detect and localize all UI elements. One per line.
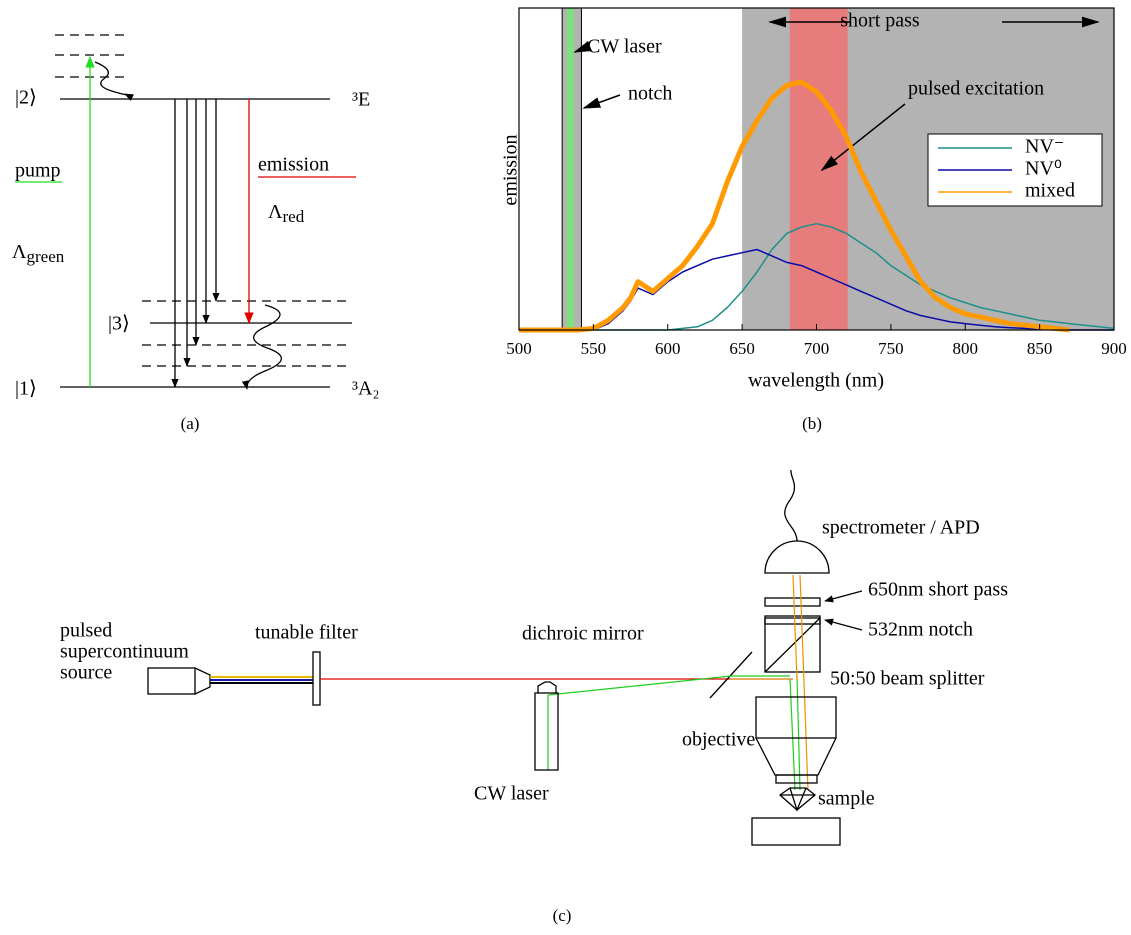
- state-label: ³A₂: [352, 378, 379, 400]
- level-label: |2⟩: [15, 87, 37, 109]
- x-axis-label: wavelength (nm): [748, 370, 884, 392]
- symbol: Λ: [12, 241, 27, 263]
- legend-label: mixed: [1025, 180, 1075, 202]
- sample-label: sample: [818, 788, 875, 810]
- x-tick-label: 600: [655, 339, 681, 358]
- x-tick-label: 750: [878, 339, 904, 358]
- level-label: |1⟩: [15, 378, 37, 400]
- subscript: red: [283, 207, 305, 226]
- x-tick-label: 550: [581, 339, 607, 358]
- pump-label: pump: [15, 160, 61, 182]
- emission-rate: Λred: [268, 201, 305, 226]
- filter-label: tunable filter: [255, 622, 358, 644]
- source-label: pulsed: [60, 620, 112, 642]
- emission-label: emission: [258, 154, 329, 176]
- y-axis-label: emission: [500, 134, 522, 205]
- short-pass-label: 650nm short pass: [868, 579, 1008, 601]
- setup-diagram: pulsed supercontinuum source tunable fil…: [60, 469, 1008, 925]
- splitter-label: 50:50 beam splitter: [830, 668, 985, 690]
- mirror-label: dichroic mirror: [522, 623, 644, 645]
- subscript: green: [27, 247, 65, 266]
- x-tick-label: 900: [1101, 339, 1127, 358]
- region: [789, 8, 848, 330]
- state-label: ³E: [352, 89, 370, 111]
- source-label: source: [60, 662, 112, 684]
- spectrum-chart: emission wavelength (nm) (b) short pass p…: [500, 7, 1127, 433]
- annotation-arrow: [573, 40, 593, 53]
- detector-label: spectrometer / APD: [822, 517, 980, 539]
- panel-label: (b): [802, 414, 822, 433]
- x-tick-label: 800: [953, 339, 979, 358]
- energy-diagram: |2⟩ |3⟩ |1⟩ ³E ³A₂ pump Λgreen emission …: [12, 34, 379, 433]
- x-tick-label: 700: [804, 339, 830, 358]
- level-label: |3⟩: [108, 313, 130, 335]
- series-line: [519, 79, 1070, 333]
- x-tick-label: 650: [729, 339, 755, 358]
- annotation-arrow: [582, 94, 621, 109]
- panel-label: (a): [181, 414, 200, 433]
- region-label: CW laser: [587, 36, 662, 58]
- legend-label: NV⁻: [1025, 136, 1064, 158]
- legend-label: NV⁰: [1025, 158, 1062, 180]
- region-label: short pass: [840, 10, 920, 32]
- objective-label: objective: [682, 729, 755, 751]
- symbol: Λ: [268, 201, 283, 223]
- region-label: notch: [628, 83, 672, 105]
- laser-label: CW laser: [474, 783, 549, 805]
- source-label: supercontinuum: [60, 641, 189, 663]
- x-tick-label: 850: [1027, 339, 1053, 358]
- region: [566, 8, 575, 330]
- notch-label: 532nm notch: [868, 619, 973, 641]
- annotation-arrow: [820, 103, 906, 172]
- panel-label: (c): [553, 906, 572, 925]
- pump-rate: Λgreen: [12, 241, 65, 266]
- x-tick-label: 500: [506, 339, 532, 358]
- region-label: pulsed excitation: [908, 78, 1044, 100]
